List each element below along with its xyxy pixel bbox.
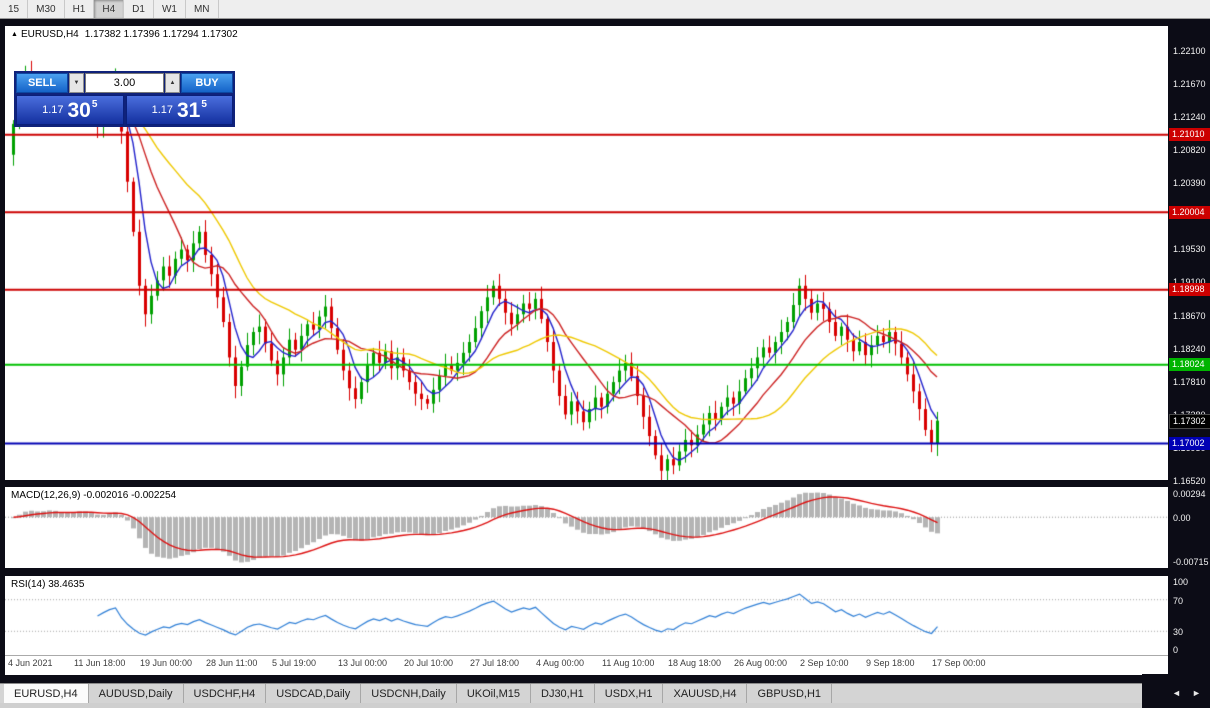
tab-scroll-left-button[interactable]: ◄ (1172, 688, 1181, 698)
chart-tab-xauusd-h4[interactable]: XAUUSD,H4 (663, 684, 748, 703)
price-line-badge: 1.17002 (1169, 437, 1210, 451)
price-axis-label: 1.19100 (1173, 277, 1206, 287)
timeframe-button-H1[interactable]: H1 (65, 0, 95, 18)
sell-price-prefix: 1.17 (42, 104, 64, 116)
price-axis-label: 1.20390 (1173, 177, 1206, 188)
chart-tab-dj30-h1[interactable]: DJ30,H1 (531, 684, 595, 703)
chart-tab-bar: EURUSD,H4 AUDUSD,Daily USDCHF,H4 USDCAD,Dai… (0, 683, 1142, 703)
current-price-badge: 1.17302 (1169, 413, 1210, 429)
macd-axis-label: -0.00715 (1173, 557, 1209, 567)
tab-bar-corner (1142, 674, 1210, 708)
timeframe-button-D1[interactable]: D1 (124, 0, 154, 18)
rsi-canvas[interactable] (5, 576, 1168, 655)
buy-price-prefix: 1.17 (151, 104, 173, 116)
macd-canvas[interactable] (5, 487, 1168, 568)
time-axis-label: 28 Jun 11:00 (206, 658, 258, 668)
time-axis-label: 11 Aug 10:00 (602, 658, 655, 668)
chart-tab-audusd-daily[interactable]: AUDUSD,Daily (89, 684, 184, 703)
rsi-axis-label: 30 (1173, 627, 1184, 638)
buy-price-main: 31 (177, 98, 201, 122)
chart-ohlc-header: ▲ EURUSD,H4 1.17382 1.17396 1.17294 1.1730… (11, 29, 238, 40)
sell-price-main: 30 (67, 98, 91, 122)
price-line-badge: 1.18998 (1169, 283, 1210, 297)
macd-indicator-panel: MACD(12,26,9) -0.002016 -0.002254 (5, 487, 1168, 568)
timeframe-button-M30[interactable]: M30 (28, 0, 65, 18)
time-axis-label: 20 Jul 10:00 (404, 658, 454, 668)
price-axis-label: 1.16520 (1173, 476, 1206, 487)
volume-decrease-button[interactable]: ▼ (69, 73, 84, 93)
rsi-indicator-panel: RSI(14) 38.4635 (5, 576, 1168, 655)
timeframe-button-15[interactable]: 15 (0, 0, 29, 18)
volume-increase-button[interactable]: ▲ (165, 73, 180, 93)
chart-symbol-label: EURUSD,H4 (20, 29, 79, 40)
chart-tab-gbpusd-h1[interactable]: GBPUSD,H1 (747, 684, 833, 703)
timeframe-button-MN[interactable]: MN (186, 0, 219, 18)
sell-button[interactable]: SELL (16, 73, 68, 93)
sell-price-pip: 5 (91, 98, 98, 110)
price-line-badge: 1.18024 (1169, 358, 1210, 372)
chart-marker-icon: ▲ (11, 31, 18, 38)
price-axis-label: 1.18240 (1173, 343, 1206, 354)
macd-label: MACD(12,26,9) -0.002016 -0.002254 (11, 490, 177, 501)
one-click-trading-panel: SELL ▼ ▲ BUY 1.17 30 5 1.17 31 5 (14, 71, 235, 127)
volume-input[interactable] (85, 73, 164, 93)
time-axis-label: 5 Jul 19:00 (272, 658, 317, 668)
buy-button[interactable]: BUY (181, 73, 233, 93)
rsi-axis-label: 70 (1173, 595, 1184, 606)
timeframe-toolbar: 15 M30 H1 H4 D1 W1 MN (0, 0, 1210, 19)
price-axis-label: 1.19530 (1173, 244, 1206, 255)
price-axis-label: 1.17810 (1173, 376, 1206, 387)
sell-price-display[interactable]: 1.17 30 5 (16, 95, 124, 125)
time-axis-label: 19 Jun 00:00 (140, 658, 193, 668)
price-axis-label: 1.22100 (1173, 46, 1206, 57)
time-axis-label: 2 Sep 10:00 (800, 658, 849, 668)
tab-scroll-right-button[interactable]: ► (1192, 688, 1201, 698)
time-axis-label: 4 Jun 2021 (8, 658, 53, 668)
rsi-label: RSI(14) 38.4635 (11, 579, 85, 590)
price-axis-label: 1.21670 (1173, 79, 1206, 90)
rsi-axis-label: 100 (1173, 577, 1189, 587)
macd-axis-label: 0.00 (1173, 513, 1191, 524)
time-axis-label: 4 Aug 00:00 (536, 658, 585, 668)
chart-tab-ukoil-m15[interactable]: UKOil,M15 (457, 684, 531, 703)
time-axis-label: 18 Aug 18:00 (668, 658, 722, 668)
chart-tab-usdcnh-daily[interactable]: USDCNH,Daily (361, 684, 457, 703)
chart-ohlc-values: 1.17382 1.17396 1.17294 1.17302 (84, 29, 238, 40)
window-bottom-edge (0, 703, 1142, 708)
time-axis-label: 9 Sep 18:00 (866, 658, 915, 668)
macd-axis-label: 0.00294 (1173, 489, 1206, 499)
price-line-badge: 1.20004 (1169, 205, 1210, 219)
chart-tab-eurusd-h4[interactable]: EURUSD,H4 (4, 684, 89, 703)
rsi-axis-label: 0 (1173, 645, 1179, 655)
timeframe-button-W1[interactable]: W1 (154, 0, 186, 18)
price-axis-label: 1.20820 (1173, 144, 1206, 155)
buy-price-pip: 5 (201, 98, 207, 110)
price-axis-label: 1.18670 (1173, 310, 1206, 321)
price-chart-panel: ▲ EURUSD,H4 1.17382 1.17396 1.17294 1.1730… (5, 26, 1168, 480)
time-axis-label: 13 Jul 00:00 (338, 658, 388, 668)
chart-tab-usdx-h1[interactable]: USDX,H1 (595, 684, 664, 703)
time-axis-label: 27 Jul 18:00 (470, 658, 520, 668)
timeframe-button-H4[interactable]: H4 (94, 0, 125, 18)
time-axis-label: 11 Jun 18:00 (74, 658, 126, 668)
chart-tab-usdchf-h4[interactable]: USDCHF,H4 (184, 684, 267, 703)
price-line-badge: 1.21010 (1169, 128, 1210, 142)
chart-tab-usdcad-daily[interactable]: USDCAD,Daily (266, 684, 362, 703)
time-axis (5, 655, 1168, 675)
time-axis-label: 17 Sep 00:00 (932, 658, 986, 668)
time-axis-label: 26 Aug 00:00 (734, 658, 788, 668)
buy-price-display[interactable]: 1.17 31 5 (125, 95, 233, 125)
price-axis-label: 1.21240 (1173, 112, 1206, 123)
